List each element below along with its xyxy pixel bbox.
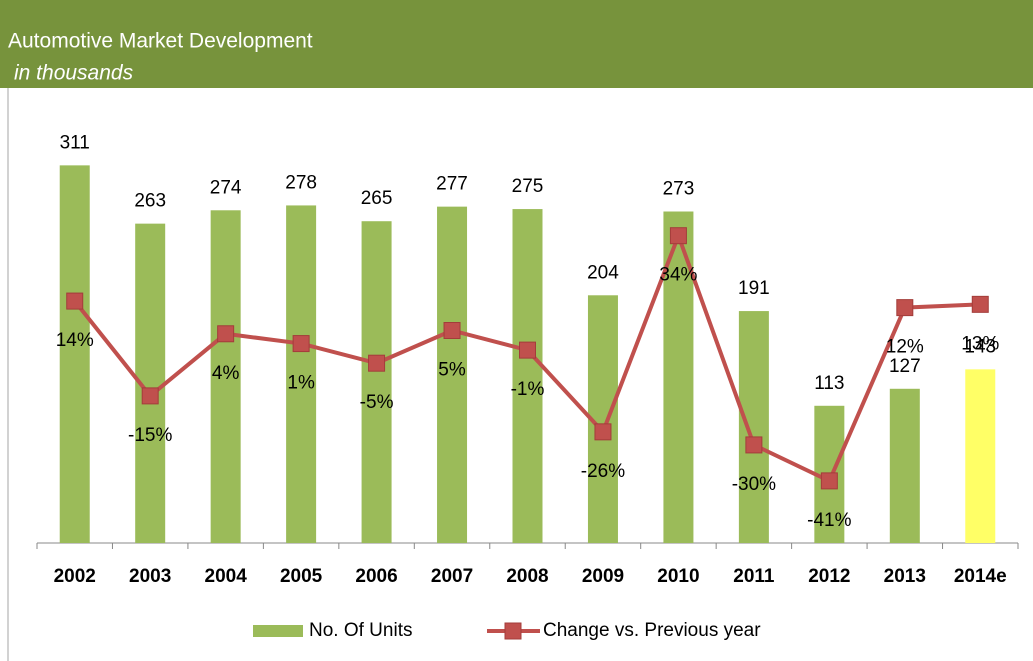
header-band — [0, 0, 1033, 88]
x-tick-label: 2008 — [506, 566, 548, 587]
legend-label: No. Of Units — [309, 620, 412, 641]
chart-title: Automotive Market Development — [8, 30, 313, 53]
x-tick-label: 2002 — [54, 566, 96, 587]
legend-label: Change vs. Previous year — [543, 620, 761, 641]
bar — [210, 210, 241, 544]
bar — [965, 369, 996, 543]
x-tick-label: 2013 — [884, 566, 926, 587]
bar-label: 127 — [889, 356, 921, 377]
line-label: -1% — [511, 379, 545, 400]
line-label: -26% — [581, 461, 625, 482]
bar-label: 277 — [436, 174, 468, 195]
bar-label: 311 — [60, 132, 90, 153]
legend-marker — [504, 622, 522, 640]
line-marker — [141, 387, 159, 405]
x-tick-label: 2006 — [355, 566, 397, 587]
bar-label: 275 — [512, 176, 544, 197]
line-label: 34% — [659, 265, 697, 286]
line-marker — [669, 227, 687, 245]
line-label: -30% — [732, 474, 776, 495]
line-marker — [217, 325, 235, 343]
line-marker — [820, 472, 838, 490]
line-marker — [443, 322, 461, 339]
bar — [59, 165, 90, 543]
line-label: -41% — [807, 510, 851, 531]
line-label: 4% — [212, 363, 240, 384]
bar-label: 143 — [964, 336, 996, 357]
line-marker — [368, 354, 386, 372]
x-tick-label: 2004 — [205, 566, 248, 587]
x-tick-label: 2014e — [954, 566, 1007, 587]
bar — [889, 388, 920, 543]
line-label: 5% — [438, 360, 466, 381]
line-marker — [745, 436, 763, 454]
line-label: 13% — [961, 333, 999, 354]
bar-label: 265 — [361, 188, 393, 209]
line-label: 12% — [886, 337, 924, 358]
bar — [738, 311, 769, 543]
bar-label: 191 — [738, 278, 770, 299]
line-marker — [971, 295, 989, 313]
line-marker — [292, 335, 310, 353]
bar — [286, 205, 317, 543]
line-label: -5% — [360, 392, 394, 413]
line-marker — [896, 299, 914, 317]
x-tick-label: 2011 — [733, 566, 775, 587]
bar-label: 273 — [663, 179, 695, 200]
line-marker — [519, 341, 536, 359]
bar-label: 278 — [285, 172, 317, 193]
bar-label: 113 — [814, 373, 844, 394]
bar — [437, 206, 468, 543]
line-label: 1% — [287, 373, 315, 394]
x-tick-label: 2010 — [657, 566, 699, 587]
line-marker — [594, 423, 612, 441]
chart-subtitle: in thousands — [14, 62, 134, 85]
line-label: -15% — [128, 425, 172, 446]
bar-label: 274 — [210, 177, 242, 198]
bar-label: 263 — [134, 191, 166, 212]
x-tick-label: 2005 — [280, 566, 323, 587]
x-tick-label: 2003 — [129, 566, 171, 587]
x-tick-label: 2009 — [582, 566, 624, 587]
legend-swatch — [253, 625, 303, 637]
line-marker — [66, 292, 84, 310]
bar — [361, 221, 392, 543]
x-tick-label: 2007 — [431, 566, 473, 587]
x-tick-label: 2012 — [808, 566, 850, 587]
bar-label: 204 — [587, 262, 619, 283]
line-label: 14% — [56, 330, 94, 351]
bar — [512, 209, 543, 544]
